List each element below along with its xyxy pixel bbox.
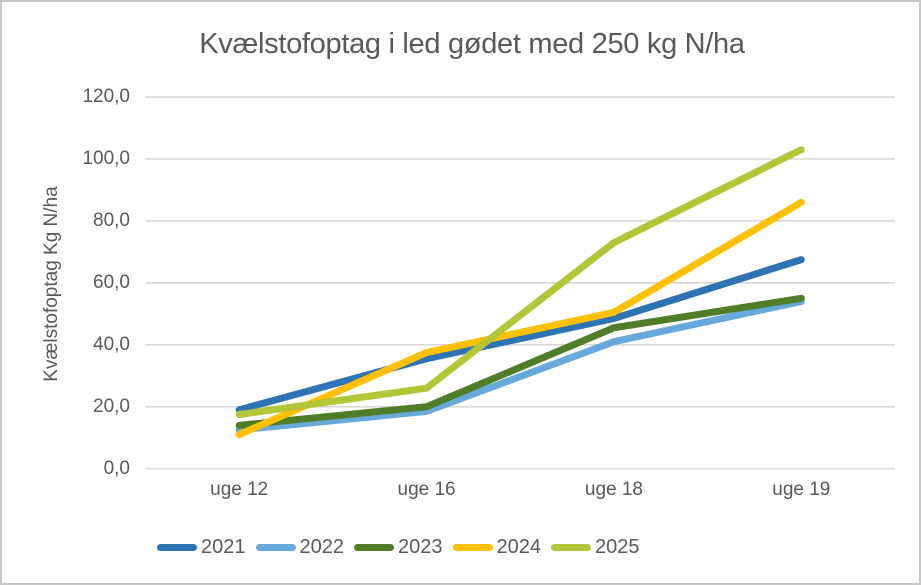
- legend-item-2021: 2021: [157, 536, 246, 559]
- y-tick-label: 80,0: [93, 209, 130, 231]
- series-line-2022: [235, 297, 805, 434]
- legend-swatch-icon: [255, 544, 296, 551]
- series-line-2021: [235, 256, 805, 414]
- y-tick-label: 100,0: [82, 147, 130, 169]
- legend-label: 2021: [201, 536, 246, 558]
- series-line-2025: [235, 146, 805, 418]
- legend-label: 2022: [299, 536, 345, 558]
- legend-item-2025: 2025: [551, 536, 640, 559]
- x-tick-label: uge 19: [772, 479, 831, 500]
- legend-swatch-icon: [551, 544, 591, 551]
- series-line-2023: [235, 294, 805, 429]
- legend-item-2022: 2022: [255, 536, 345, 559]
- legend-label: 2023: [398, 536, 443, 558]
- legend-swatch-icon: [157, 544, 197, 551]
- y-tick-label: 60,0: [93, 271, 130, 293]
- y-tick-label: 120,0: [82, 86, 130, 107]
- chart-title: Kvælstofoptag i led gødet med 250 kg N/h…: [199, 28, 745, 60]
- x-tick-label: uge 12: [210, 479, 269, 500]
- legend-swatch-icon: [452, 544, 493, 551]
- y-tick-label: 0,0: [103, 457, 130, 479]
- legend-swatch-icon: [354, 544, 394, 551]
- y-tick-label: 40,0: [93, 333, 130, 355]
- legend-label: 2024: [496, 536, 542, 558]
- x-tick-label: uge 16: [397, 479, 456, 500]
- series-line-2024: [235, 198, 805, 439]
- legend-label: 2025: [595, 536, 640, 558]
- legend-item-2023: 2023: [354, 536, 443, 559]
- y-tick-label: 20,0: [93, 395, 130, 417]
- legend: 2021 2022 2023 2024 2025: [157, 536, 640, 559]
- legend-item-2024: 2024: [452, 536, 542, 559]
- x-tick-label: uge 18: [584, 479, 643, 500]
